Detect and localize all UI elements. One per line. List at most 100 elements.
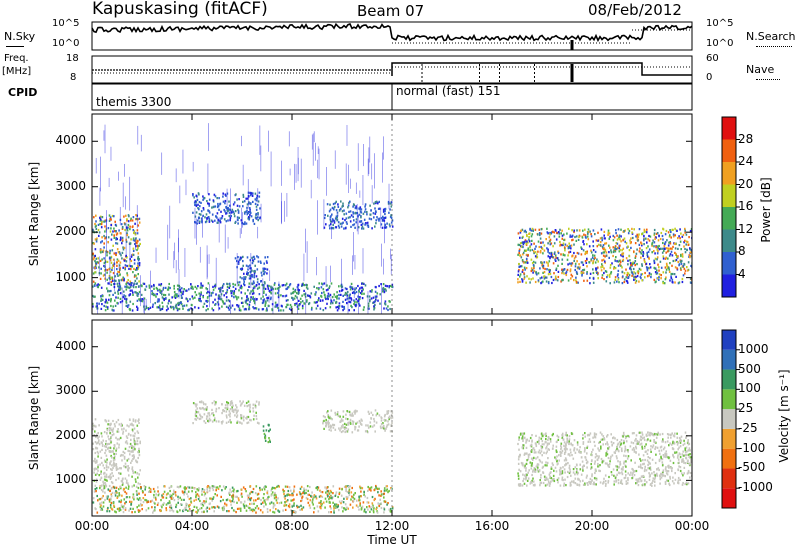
power-echo-cell xyxy=(210,219,213,222)
power-echo-cell xyxy=(684,229,686,232)
velocity-echo-cell xyxy=(326,421,328,424)
power-echo-cell xyxy=(547,248,549,251)
velocity-echo-cell xyxy=(119,507,121,510)
velocity-echo-cell xyxy=(155,498,157,501)
power-echo-cell xyxy=(625,268,627,271)
power-echo-cell xyxy=(634,256,637,259)
power-echo-cell xyxy=(92,258,95,261)
velocity-echo-cell xyxy=(292,494,294,497)
velocity-echo-cell xyxy=(232,404,234,407)
power-echo-cell xyxy=(604,270,607,273)
velocity-echo-cell xyxy=(327,413,329,417)
power-echo-cell xyxy=(132,229,135,232)
power-echo-cell xyxy=(662,241,664,245)
power-echo-cell xyxy=(658,273,661,276)
velocity-echo-cell xyxy=(239,404,242,407)
velocity-echo-cell xyxy=(610,471,613,474)
velocity-echo-cell xyxy=(649,434,651,437)
power-echo-cell xyxy=(554,254,557,257)
power-echo-cell xyxy=(576,251,579,255)
velocity-echo-cell xyxy=(215,420,218,423)
velocity-echo-cell xyxy=(213,485,216,488)
velocity-echo-cell xyxy=(360,507,363,510)
velocity-echo-cell xyxy=(105,445,107,449)
velocity-echo-cell xyxy=(213,419,216,422)
power-echo-cell xyxy=(100,226,103,229)
power-echo-cell xyxy=(529,246,531,249)
power-echo-cell xyxy=(559,240,561,244)
power-echo-cell xyxy=(656,256,659,259)
power-echo-cell xyxy=(301,300,304,303)
velocity-echo-cell xyxy=(349,418,352,421)
velocity-echo-cell xyxy=(335,493,337,496)
velocity-echo-cell xyxy=(213,506,215,509)
power-echo-cell xyxy=(141,300,144,303)
velocity-echo-cell xyxy=(647,467,649,470)
velocity-echo-cell xyxy=(146,501,148,504)
power-echo-cell xyxy=(567,254,569,257)
power-echo-cell xyxy=(361,286,364,289)
power-echo-cell xyxy=(684,269,687,272)
velocity-echo-cell xyxy=(667,456,669,459)
power-echo-cell xyxy=(597,243,600,246)
power-echo-cell xyxy=(517,278,519,281)
power-echo-cell xyxy=(533,267,535,270)
velocity-echo-cell xyxy=(127,433,130,436)
power-echo-cell xyxy=(332,227,335,230)
velocity-echo-cell xyxy=(139,509,141,512)
power-echo-cell xyxy=(645,237,647,240)
power-echo-cell xyxy=(586,279,589,282)
power-echo-cell xyxy=(346,302,348,305)
velocity-echo-cell xyxy=(338,491,341,494)
power-echo-cell xyxy=(115,233,118,236)
power-echo-cell xyxy=(247,216,250,219)
power-echo-cell xyxy=(270,288,273,292)
power-echo-cell xyxy=(97,257,99,260)
power-echo-cell xyxy=(235,296,238,299)
power-echo-cell xyxy=(519,254,522,257)
power-echo-cell xyxy=(592,229,595,232)
power-echo-cell xyxy=(527,254,529,257)
velocity-echo-cell xyxy=(110,481,113,484)
power-echo-cell xyxy=(378,219,380,222)
velocity-echo-cell xyxy=(293,502,295,505)
power-echo-cell xyxy=(248,307,251,310)
power-echo-cell xyxy=(149,306,152,309)
power-echo-cell xyxy=(180,303,183,306)
velocity-echo-cell xyxy=(101,461,103,464)
velocity-echo-cell xyxy=(264,437,266,440)
power-echo-cell xyxy=(671,264,673,267)
power-echo-cell xyxy=(316,287,318,290)
velocity-echo-cell xyxy=(94,467,97,470)
velocity-echo-cell xyxy=(343,428,346,431)
velocity-echo-cell xyxy=(113,423,116,426)
power-echo-cell xyxy=(685,233,688,236)
power-echo-cell xyxy=(621,253,623,256)
velocity-echo-cell xyxy=(343,422,346,425)
power-echo-cell xyxy=(202,294,204,298)
velocity-echo-cell xyxy=(165,493,168,496)
power-echo-cell xyxy=(534,261,537,264)
velocity-echo-cell xyxy=(203,413,206,416)
power-echo-cell xyxy=(331,296,334,299)
velocity-echo-cell xyxy=(195,498,197,501)
power-echo-cell xyxy=(125,298,128,301)
velocity-echo-cell xyxy=(98,435,100,438)
velocity-echo-cell xyxy=(102,439,104,442)
velocity-echo-cell xyxy=(193,499,195,502)
power-echo-cell xyxy=(615,242,618,245)
power-echo-cell xyxy=(617,228,620,231)
velocity-echo-cell xyxy=(121,424,123,427)
velocity-echo-cell xyxy=(100,476,103,480)
power-echo-cell xyxy=(238,281,241,284)
power-echo-cell xyxy=(111,276,114,279)
power-echo-cell xyxy=(202,198,204,201)
power-echo-cell xyxy=(249,267,251,270)
velocity-echo-cell xyxy=(249,502,251,506)
velocity-echo-cell xyxy=(110,487,113,490)
power-echo-cell xyxy=(358,207,360,210)
power-echo-cell xyxy=(253,270,255,273)
velocity-echo-cell xyxy=(327,415,330,418)
power-echo-cell xyxy=(342,300,344,303)
velocity-echo-cell xyxy=(332,485,335,488)
